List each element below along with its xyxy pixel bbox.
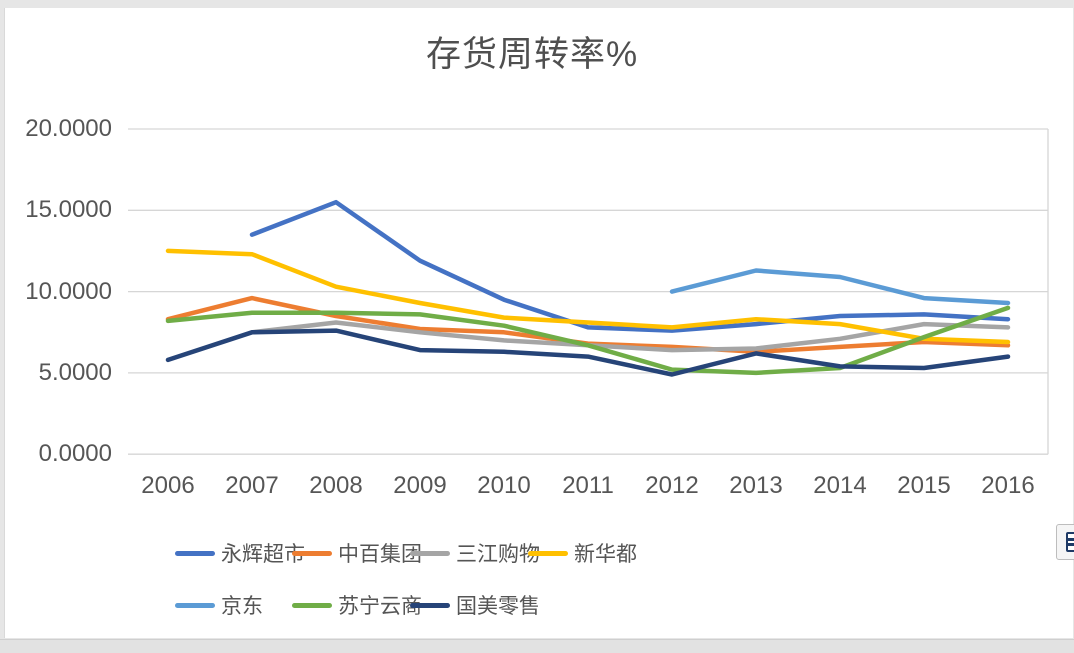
- legend-item-永辉超市: 永辉超市: [175, 538, 305, 568]
- legend-swatch-icon: [292, 602, 332, 608]
- legend-item-京东: 京东: [175, 590, 292, 620]
- legend-label: 国美零售: [456, 595, 540, 618]
- y-tick-label: 5.0000: [38, 358, 112, 386]
- x-tick-label: 2010: [477, 472, 531, 499]
- series-line-永辉超市: [249, 199, 1011, 333]
- legend-label: 苏宁云商: [338, 595, 422, 618]
- legend-label: 中百集团: [338, 543, 422, 566]
- paste-chart-icon: [1066, 532, 1074, 552]
- legend-item-中百集团: 中百集团: [292, 538, 422, 568]
- legend-swatch-icon: [292, 550, 332, 556]
- chart-title: 存货周转率%: [425, 35, 639, 74]
- y-tick-label: 15.0000: [25, 196, 112, 224]
- legend-label: 新华都: [574, 543, 637, 566]
- x-tick-label: 2014: [813, 472, 867, 499]
- top-edge-strip: [0, 0, 1074, 8]
- series-line-京东: [669, 268, 1011, 306]
- x-tick-label: 2008: [309, 472, 363, 499]
- x-tick-label: 2015: [897, 472, 951, 499]
- legend-swatch-icon: [410, 550, 450, 556]
- legend-swatch-icon: [175, 602, 215, 608]
- x-tick-label: 2011: [562, 472, 614, 499]
- legend-label: 永辉超市: [221, 543, 305, 566]
- x-tick-label: 2013: [729, 472, 783, 499]
- legend-item-三江购物: 三江购物: [410, 538, 540, 568]
- legend-label: 三江购物: [456, 543, 540, 566]
- legend-row-2: 京东 苏宁云商 国美零售: [175, 590, 540, 620]
- chart-tool-button[interactable]: [1056, 524, 1074, 560]
- bottom-edge-strip: [0, 639, 1074, 653]
- legend-row-1: 永辉超市 中百集团 三江购物 新华都: [175, 538, 637, 568]
- x-tick-label: 2006: [141, 472, 195, 499]
- legend-item-国美零售: 国美零售: [410, 590, 540, 620]
- series-line-苏宁云商: [165, 305, 1011, 376]
- legend-swatch-icon: [175, 550, 215, 556]
- chart-canvas: [4, 8, 1073, 638]
- series-line-国美零售: [165, 328, 1011, 377]
- x-tick-label: 2009: [393, 472, 447, 499]
- series-line-新华都: [165, 248, 1011, 345]
- y-tick-label: 20.0000: [25, 115, 112, 142]
- y-tick-label: 0.0000: [38, 440, 112, 468]
- legend-item-新华都: 新华都: [528, 538, 637, 568]
- y-tick-label: 10.0000: [25, 277, 112, 305]
- legend-swatch-icon: [410, 602, 450, 608]
- x-tick-label: 2016: [981, 472, 1035, 499]
- legend-label: 京东: [221, 595, 263, 618]
- x-tick-label: 2007: [225, 472, 279, 499]
- x-tick-label: 2012: [645, 472, 699, 499]
- legend-item-苏宁云商: 苏宁云商: [292, 590, 422, 620]
- legend-swatch-icon: [528, 550, 568, 556]
